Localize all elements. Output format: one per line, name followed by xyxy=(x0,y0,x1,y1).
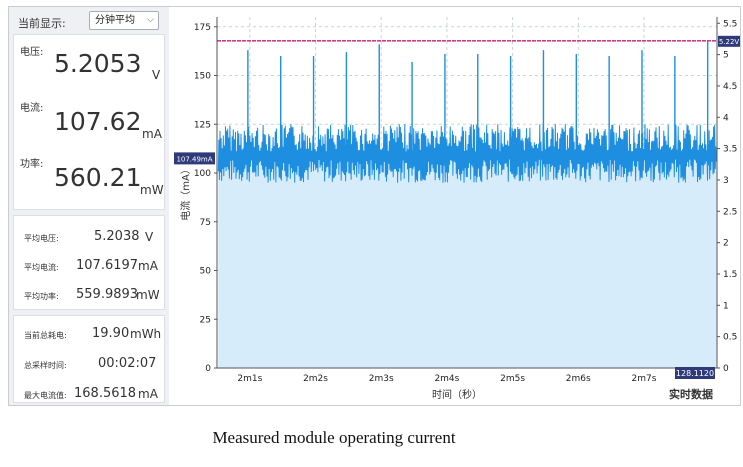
readings-panel: 当前显示: 分钟平均 ⌵ 电压: 5.2053 V 电流: 107.62 mA … xyxy=(9,7,169,405)
x-tick-label: 2m3s xyxy=(369,374,394,384)
max-current-value: 168.5618 xyxy=(74,386,137,401)
power-label: 功率: xyxy=(20,159,44,170)
current-value: 107.62 xyxy=(54,107,142,136)
totals-card: 当前总耗电: 19.90 mWh 总采样时间: 00:02:07 最大电流值: … xyxy=(13,315,165,403)
y2-tick-label: 4.5 xyxy=(723,82,737,92)
y2-tick-label: 3 xyxy=(723,176,729,186)
time-marker-box xyxy=(675,367,715,379)
y2-tick-label: 0 xyxy=(723,364,729,374)
avg-power-value: 559.9893 xyxy=(76,287,139,302)
time-marker-label: 128.1120 xyxy=(676,369,714,378)
current-marker-label: 107.49mA xyxy=(176,155,212,163)
total-energy-unit: mWh xyxy=(130,327,162,341)
figure-caption: Measured module operating current xyxy=(212,428,456,447)
power-monitor-window: 当前显示: 分钟平均 ⌵ 电压: 5.2053 V 电流: 107.62 mA … xyxy=(8,6,741,406)
avg-voltage-label: 平均电压: xyxy=(24,234,59,243)
max-current-label: 最大电流值: xyxy=(24,391,67,400)
y-tick-label: 75 xyxy=(200,218,211,228)
y2-tick-label: 0.5 xyxy=(723,333,737,343)
power-unit: mW xyxy=(140,183,164,197)
total-energy-label: 当前总耗电: xyxy=(24,331,67,340)
avg-current-value: 107.6197 xyxy=(76,258,139,273)
average-readings-card: 平均电压: 5.2038 V 平均电流: 107.6197 mA 平均功率: 5… xyxy=(13,215,165,310)
x-axis-title: 时间（秒） xyxy=(432,388,482,401)
x-tick-label: 2m5s xyxy=(500,374,525,384)
x-tick-label: 2m6s xyxy=(566,374,591,384)
total-time-label: 总采样时间: xyxy=(24,361,67,370)
y-tick-label: 150 xyxy=(194,72,211,82)
y-tick-label: 0 xyxy=(205,364,211,374)
live-readings-card: 电压: 5.2053 V 电流: 107.62 mA 功率: 560.21 mW xyxy=(13,34,165,210)
voltage-label: 电压: xyxy=(20,47,44,58)
voltage-value: 5.2053 xyxy=(54,49,142,78)
y2-tick-label: 2 xyxy=(723,239,729,249)
y-tick-label: 25 xyxy=(200,315,211,325)
x-tick-label: 2m1s xyxy=(237,374,262,384)
current-chart[interactable]: 0 25 50 75 100 125 150 175 0 0.5 1 1.5 2 2.5 3 3.5 4 4.5 5… xyxy=(169,7,740,405)
y2-tick-label: 1 xyxy=(723,301,729,311)
y2-tick-label: 4 xyxy=(723,113,729,123)
current-label: 电流: xyxy=(20,103,44,114)
avg-power-label: 平均功率: xyxy=(24,292,59,301)
y2-tick-label: 5.5 xyxy=(723,19,737,29)
display-mode-bar: 当前显示: 分钟平均 ⌵ xyxy=(9,7,169,35)
y2-tick-label: 3.5 xyxy=(723,145,737,155)
power-value: 560.21 xyxy=(54,163,142,192)
y2-tick-label: 5 xyxy=(723,51,729,61)
display-mode-value: 分钟平均 xyxy=(95,15,135,26)
chevron-down-icon: ⌵ xyxy=(147,15,154,25)
current-marker-box xyxy=(174,152,215,165)
current-area-fill xyxy=(218,124,717,368)
total-time-value: 00:02:07 xyxy=(98,356,157,371)
x-tick-label: 2m4s xyxy=(434,374,459,384)
y-axis-title: 电流（mA） xyxy=(179,164,192,221)
voltage-unit: V xyxy=(152,68,161,82)
avg-power-unit: mW xyxy=(136,288,160,302)
y-tick-label: 100 xyxy=(194,169,211,179)
avg-voltage-value: 5.2038 xyxy=(94,229,140,244)
voltage-marker-box xyxy=(718,35,740,47)
y-tick-label: 125 xyxy=(194,120,211,130)
voltage-marker-label: 5.22V xyxy=(719,38,740,46)
y-tick-label: 175 xyxy=(194,23,211,33)
avg-current-unit: mA xyxy=(138,259,158,273)
y2-tick-label: 2.5 xyxy=(723,207,737,217)
x-tick-label: 2m2s xyxy=(303,374,328,384)
display-mode-select[interactable]: 分钟平均 ⌵ xyxy=(89,11,159,30)
current-unit: mA xyxy=(142,127,162,141)
y-tick-label: 50 xyxy=(200,267,212,277)
chart-svg: 0 25 50 75 100 125 150 175 0 0.5 1 1.5 2 2.5 3 3.5 4 4.5 5… xyxy=(174,17,740,401)
display-mode-label: 当前显示: xyxy=(18,17,66,30)
total-energy-value: 19.90 xyxy=(92,326,130,341)
max-current-unit: mA xyxy=(138,387,158,401)
y2-tick-label: 1.5 xyxy=(723,270,737,280)
current-series-line xyxy=(217,124,717,183)
realtime-data-label: 实时数据 xyxy=(669,387,713,401)
avg-voltage-unit: V xyxy=(145,230,154,244)
avg-current-label: 平均电流: xyxy=(24,263,59,272)
x-tick-label: 2m7s xyxy=(631,374,656,384)
